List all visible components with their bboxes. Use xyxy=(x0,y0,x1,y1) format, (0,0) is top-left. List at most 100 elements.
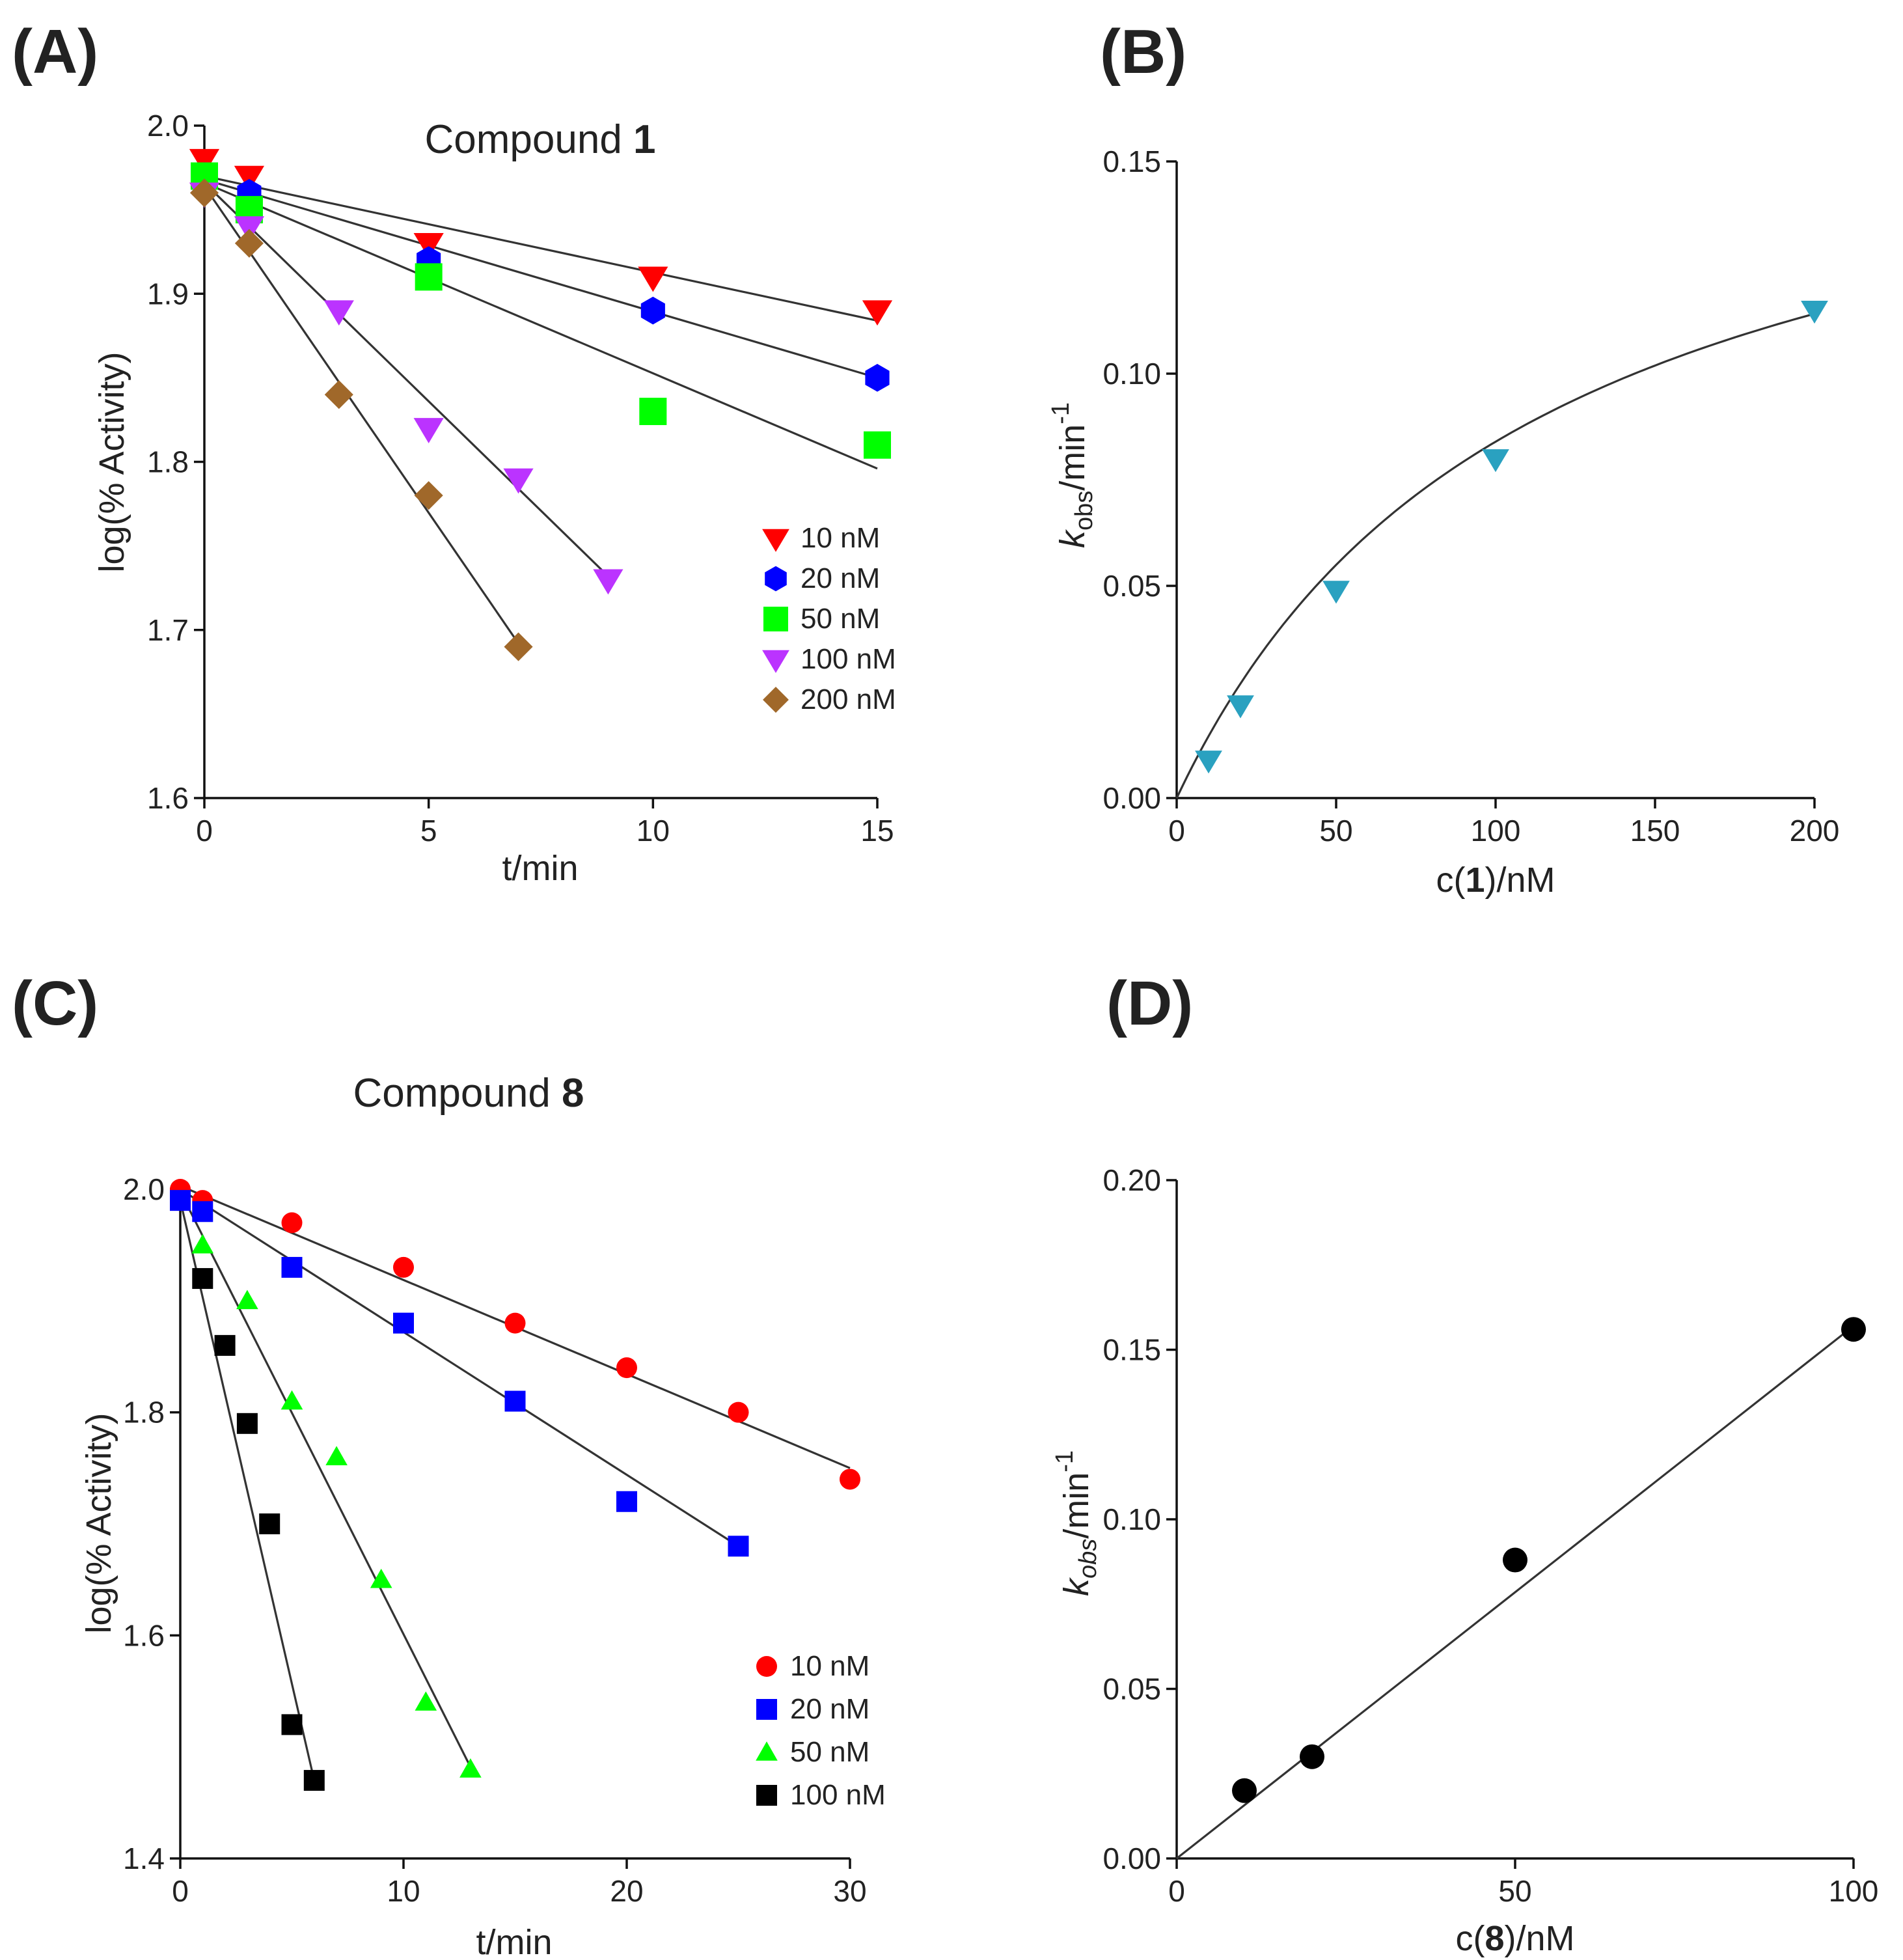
legend-marker xyxy=(762,650,789,673)
fit-line-20-nm xyxy=(180,1188,739,1547)
y-tick-label: 2.0 xyxy=(123,1172,165,1206)
panel-label: (D) xyxy=(1106,969,1193,1038)
data-point xyxy=(1841,1317,1866,1342)
x-tick-label: 150 xyxy=(1630,814,1680,848)
y-axis-label: kobs/min-1 xyxy=(1051,1450,1102,1596)
y-axis-label: log(% Activity) xyxy=(79,1413,118,1633)
x-tick-label: 10 xyxy=(637,814,670,848)
y-tick-label: 0.00 xyxy=(1102,1842,1161,1875)
y-axis-label-sup: -1 xyxy=(1051,1450,1078,1472)
y-tick-label: 1.7 xyxy=(147,613,189,647)
legend-label: 200 nM xyxy=(801,683,896,715)
x-axis-label: t/min xyxy=(502,849,578,888)
series-100-nm xyxy=(192,1268,325,1791)
data-point xyxy=(189,148,220,174)
series-50-nm xyxy=(191,1234,482,1778)
data-point xyxy=(323,300,354,326)
data-point xyxy=(593,569,623,595)
x-tick-label: 5 xyxy=(420,814,437,848)
x-tick-label: 10 xyxy=(387,1874,420,1908)
data-point xyxy=(281,1256,303,1278)
y-tick-label: 1.6 xyxy=(147,781,189,815)
data-point xyxy=(1232,1778,1257,1803)
legend-marker xyxy=(756,1785,777,1806)
data-point xyxy=(504,632,533,661)
y-tick-label: 1.6 xyxy=(123,1618,165,1652)
data-point xyxy=(170,1190,191,1211)
x-axis-label: c(8)/nM xyxy=(1455,1919,1574,1958)
fit-curve xyxy=(1175,312,1815,799)
series-20-nm xyxy=(170,1190,749,1557)
data-point xyxy=(415,1691,437,1711)
panel-d: (D) 0.00 0.05 0.10 0.15 0.20 0 50 100 c(8)/nM kobs… xyxy=(1051,969,1878,1958)
x-axis-label-prefix: c( xyxy=(1436,861,1465,900)
x-tick-label: 50 xyxy=(1498,1874,1531,1908)
y-axis-label-unit: /min xyxy=(1053,424,1092,491)
panel-label: (A) xyxy=(12,17,98,87)
y-tick-label: 1.8 xyxy=(123,1396,165,1429)
x-tick-label: 30 xyxy=(833,1874,866,1908)
legend-label: 10 nM xyxy=(801,522,880,554)
data-point xyxy=(236,1290,258,1310)
data-point xyxy=(192,1268,213,1290)
fit-line-50-nm xyxy=(204,182,878,470)
legend-marker xyxy=(763,607,788,631)
y-axis-label-unit: /min xyxy=(1057,1472,1096,1539)
y-tick-label: 0.20 xyxy=(1102,1163,1161,1197)
data-point xyxy=(191,1234,214,1254)
y-axis-label-sub: obs xyxy=(1071,491,1098,531)
y-axis-label-sub: obs xyxy=(1075,1539,1102,1579)
legend-marker xyxy=(756,1699,777,1720)
y-tick-label: 0.10 xyxy=(1102,357,1161,391)
x-axis-label: t/min xyxy=(476,1923,552,1960)
x-tick-label: 0 xyxy=(1168,814,1185,848)
legend: 10 nM 20 nM 50 nM 100 nM 200 nM xyxy=(762,522,896,715)
y-tick-label: 0.15 xyxy=(1102,1333,1161,1367)
legend-marker xyxy=(756,1656,777,1677)
panel-a: (A) 1.6 1.7 1.8 1.9 2.0 0 5 10 15 t/min log(% Activ… xyxy=(12,17,896,888)
data-point xyxy=(1300,1744,1324,1769)
chart-title: Compound 8 xyxy=(353,1071,584,1116)
y-axis-label: log(% Activity) xyxy=(92,352,131,572)
data-point xyxy=(638,266,668,292)
x-tick-label: 15 xyxy=(860,814,894,848)
y-tick-label: 0.05 xyxy=(1102,1672,1161,1706)
fit-line-100-nm xyxy=(203,182,609,577)
chart-title: Compound 1 xyxy=(424,117,655,162)
data-point xyxy=(192,1201,213,1222)
legend-marker xyxy=(756,1741,778,1761)
chart-title-prefix: Compound xyxy=(353,1071,562,1116)
panel-b: (B) 0.00 0.05 0.10 0.15 0 50 100 150 200 c(1)/nM ko… xyxy=(1047,17,1839,900)
x-tick-label: 50 xyxy=(1319,814,1352,848)
fit-line-200-nm xyxy=(203,186,519,644)
data-point xyxy=(259,1513,281,1534)
x-tick-label: 0 xyxy=(196,814,213,848)
y-tick-label: 0.00 xyxy=(1102,781,1161,815)
legend-label: 100 nM xyxy=(801,643,896,675)
legend-label: 10 nM xyxy=(790,1650,869,1682)
y-axis-label: kobs/min-1 xyxy=(1047,402,1098,548)
x-axis-label-suffix: )/nM xyxy=(1485,861,1555,900)
data-point xyxy=(840,1469,860,1490)
legend-label: 100 nM xyxy=(790,1779,886,1811)
data-point xyxy=(1322,581,1350,604)
x-tick-label: 0 xyxy=(172,1874,189,1908)
fit-line xyxy=(1176,1325,1854,1860)
panel-label: (C) xyxy=(12,969,98,1038)
data-point xyxy=(728,1401,749,1423)
data-point xyxy=(415,263,443,291)
y-axis-label-k: k xyxy=(1057,1577,1096,1596)
data-point xyxy=(324,380,353,409)
data-point xyxy=(189,178,219,208)
data-point xyxy=(728,1536,749,1557)
y-tick-label: 0.10 xyxy=(1102,1502,1161,1536)
data-point xyxy=(865,364,890,392)
series-10-nm xyxy=(189,148,893,326)
data-point xyxy=(616,1357,637,1379)
legend-marker xyxy=(762,529,789,552)
y-axis-label-k: k xyxy=(1053,529,1092,548)
data-point xyxy=(236,1413,258,1434)
data-point xyxy=(413,418,444,443)
data-point xyxy=(393,1256,414,1278)
y-tick-label: 2.0 xyxy=(147,109,189,143)
